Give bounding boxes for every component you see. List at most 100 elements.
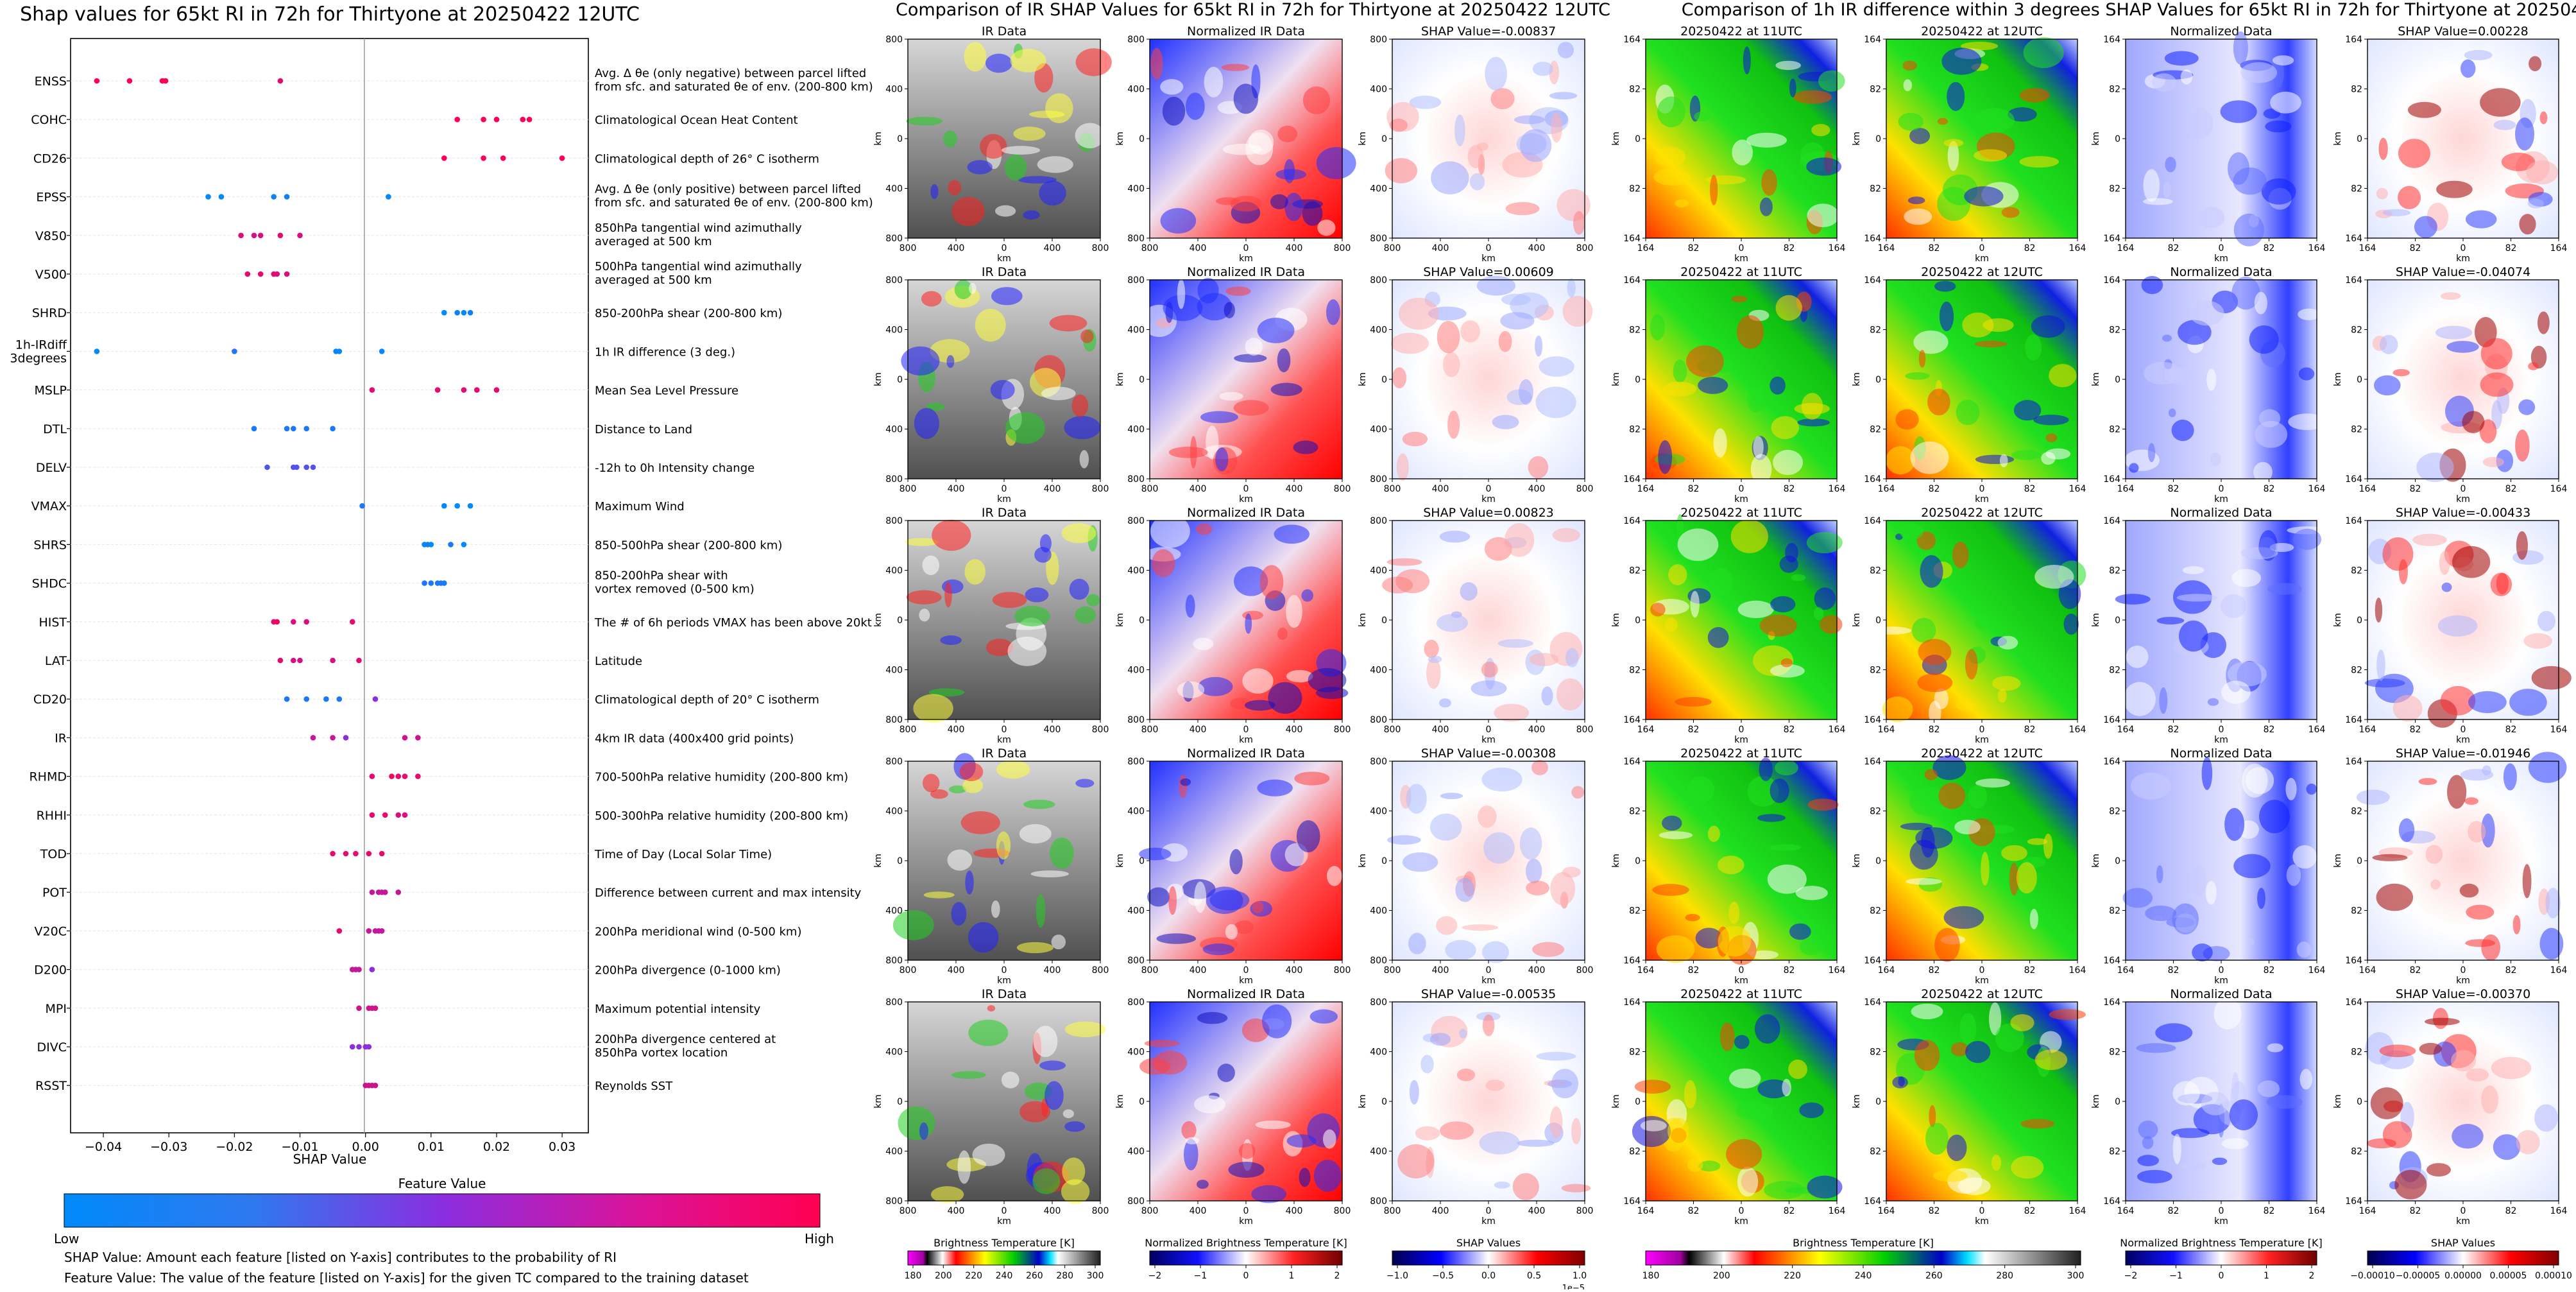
texture-blob: [1023, 800, 1055, 809]
y-axis-label: km: [2333, 132, 2343, 146]
y-axis-label: km: [1852, 1094, 1862, 1108]
texture-blob: [1217, 1064, 1235, 1082]
texture-blob: [2356, 789, 2390, 805]
y-tick-label: 0: [1635, 375, 1641, 385]
feature-description: 850-200hPa shear (200-800 km): [595, 307, 782, 320]
texture-blob: [1439, 530, 1471, 543]
feature-label: V20C: [35, 924, 67, 938]
texture-blob: [2242, 763, 2268, 798]
texture-blob: [1675, 199, 1689, 208]
x-tick-label: 0: [1739, 965, 1744, 976]
texture-blob: [2272, 55, 2294, 65]
x-tick-label: 0: [1486, 725, 1492, 735]
texture-blob: [2462, 411, 2485, 433]
texture-blob: [1445, 940, 1476, 961]
texture-blob: [2425, 845, 2443, 865]
texture-blob: [1911, 1003, 1943, 1020]
shap-point: [493, 387, 500, 393]
colorbar-tick-label: −0.00005: [2396, 1271, 2441, 1281]
y-tick-label: 82: [1870, 906, 1881, 917]
shap-point: [126, 78, 133, 84]
texture-blob: [1806, 531, 1843, 554]
texture-blob: [1397, 1144, 1435, 1178]
texture-blob: [1909, 128, 1931, 144]
texture-blob: [2163, 181, 2171, 198]
texture-blob: [1036, 894, 1046, 928]
texture-blob: [2466, 904, 2495, 920]
colorbar-tick-label: 0.00000: [2444, 1271, 2482, 1281]
texture-blob: [2205, 881, 2217, 905]
texture-blob: [1426, 657, 1441, 689]
texture-blob: [1536, 1051, 1576, 1061]
texture-blob: [1938, 782, 1966, 809]
y-tick-label: 0: [2115, 1097, 2120, 1107]
shap-point: [493, 116, 500, 123]
colorbar-tick-label: 180: [905, 1271, 922, 1281]
x-tick-label: 82: [1688, 725, 1700, 735]
feature-row: DIVC 200hPa divergence centered at 850hPa …: [37, 1033, 776, 1060]
x-tick-label: 0: [1486, 484, 1492, 494]
texture-blob: [1519, 379, 1533, 405]
texture-blob: [1975, 108, 2015, 133]
colorbar-title: Normalized Brightness Temperature [K]: [2120, 1237, 2323, 1249]
texture-blob: [1481, 662, 1498, 678]
texture-blob: [2220, 594, 2247, 619]
texture-blob: [1528, 456, 1549, 479]
texture-blob: [2292, 845, 2317, 869]
shap-point: [441, 309, 447, 316]
panel-title: Normalized IR Data: [1187, 506, 1305, 520]
texture-blob: [930, 339, 970, 363]
texture-blob: [2374, 375, 2401, 396]
feature-label: VMAX: [31, 499, 67, 513]
feature-description: Mean Sea Level Pressure: [595, 384, 738, 398]
texture-blob: [2407, 101, 2441, 118]
shap-point: [366, 850, 372, 857]
texture-blob: [892, 910, 934, 940]
texture-blob: [1476, 275, 1515, 296]
x-axis-label: km: [1734, 494, 1748, 504]
texture-blob: [1934, 927, 1960, 962]
shap-point: [94, 78, 100, 84]
x-axis-label: km: [1239, 494, 1253, 504]
texture-blob: [1519, 129, 1552, 162]
colorbar-tick-label: −1.0: [1386, 1271, 1408, 1281]
x-tick-label: 800: [1576, 484, 1594, 494]
x-tick-label: 164: [2550, 243, 2568, 254]
texture-blob: [1327, 866, 1342, 886]
texture-blob: [1479, 1131, 1520, 1155]
texture-blob: [1795, 886, 1828, 900]
texture-blob: [2516, 1130, 2540, 1155]
texture-blob: [1937, 117, 1949, 125]
texture-blob: [1551, 112, 1562, 143]
shap-point: [369, 387, 375, 393]
texture-blob: [1395, 569, 1430, 594]
y-axis-label: km: [1115, 372, 1125, 386]
feature-description: Climatological depth of 26° C isotherm: [595, 152, 819, 166]
texture-blob: [2298, 367, 2315, 381]
texture-blob: [1206, 886, 1243, 914]
texture-blob: [2029, 908, 2038, 929]
texture-blob: [2123, 682, 2156, 716]
feature-row: SHRS 850-500hPa shear (200-800 km): [33, 538, 782, 552]
x-tick-label: 164: [2550, 965, 2568, 976]
x-tick-label: 400: [1044, 243, 1061, 254]
texture-blob: [2370, 1087, 2403, 1119]
texture-blob: [1018, 176, 1057, 184]
texture-blob: [2013, 400, 2042, 421]
colorbar-tick-label: 180: [1642, 1271, 1660, 1281]
texture-blob: [951, 1071, 986, 1079]
x-tick-label: 164: [2550, 484, 2568, 494]
texture-blob: [1675, 697, 1712, 707]
texture-blob: [1428, 655, 1442, 663]
colorbar-title: Normalized Brightness Temperature [K]: [1145, 1237, 1347, 1249]
panel-title: Normalized Data: [2170, 506, 2272, 520]
panel-title: IR Data: [982, 24, 1027, 39]
texture-blob: [2398, 185, 2421, 209]
y-tick-label: 164: [1623, 715, 1641, 725]
colorbar-gradient: [907, 1250, 1101, 1266]
feature-row: RSST Reynolds SST: [35, 1079, 673, 1093]
y-tick-label: 82: [2351, 184, 2362, 194]
texture-blob: [2461, 59, 2476, 78]
shap-point: [481, 155, 486, 161]
texture-blob: [1794, 402, 1830, 415]
